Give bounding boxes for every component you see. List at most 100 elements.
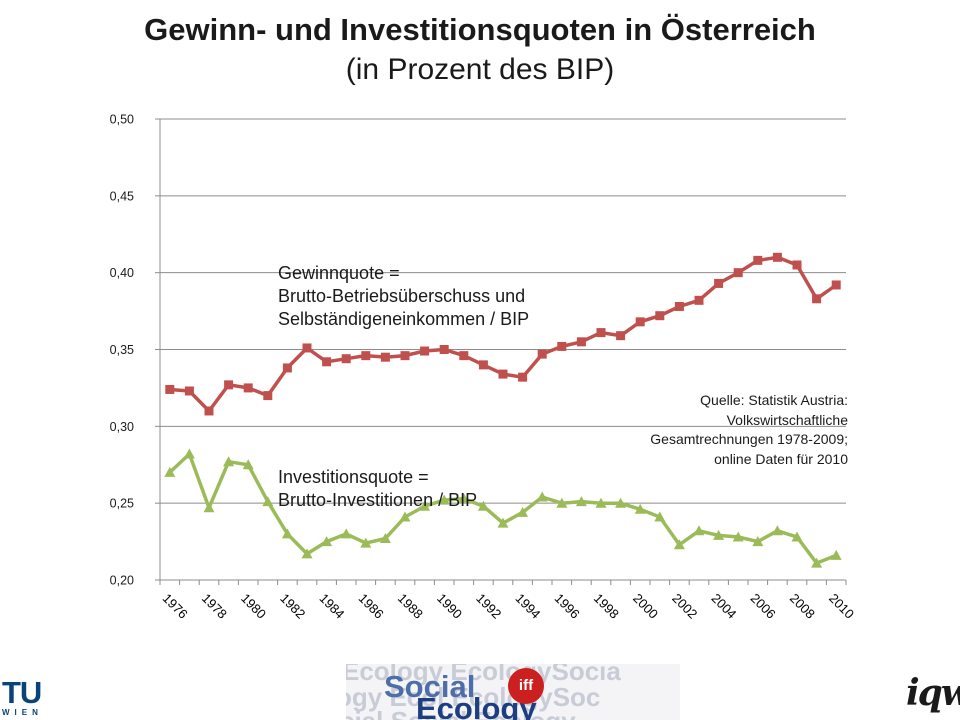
data-point <box>478 360 488 370</box>
y-tick-label: 0,35 <box>110 343 134 357</box>
gewinnquote-annotation: Gewinnquote = Brutto-Betriebsüberschuss … <box>278 262 529 331</box>
x-tick-label: 2008 <box>787 591 818 622</box>
series-layer <box>164 252 842 568</box>
data-point <box>379 533 391 543</box>
data-point <box>242 459 254 470</box>
data-point <box>616 331 626 341</box>
x-tick-label: 1992 <box>473 591 504 622</box>
data-point <box>733 268 743 278</box>
x-tick-label: 2010 <box>826 591 857 622</box>
tu-logo-text: TU <box>2 675 42 710</box>
data-point <box>811 557 823 568</box>
data-point <box>243 383 253 393</box>
data-point <box>536 491 548 502</box>
data-point <box>262 496 274 507</box>
data-point <box>693 525 705 536</box>
data-point <box>596 328 606 338</box>
y-tick-label: 0,40 <box>110 266 134 280</box>
data-point <box>420 346 430 356</box>
data-point <box>674 301 684 311</box>
chart-title: Gewinn- und Investitionsquoten in Österr… <box>144 12 816 47</box>
data-point <box>399 511 411 522</box>
x-tick-label: 1982 <box>277 591 308 622</box>
data-point <box>732 531 744 542</box>
data-point <box>438 494 450 505</box>
data-point <box>165 384 175 394</box>
data-point <box>791 531 803 542</box>
data-point <box>458 493 470 504</box>
data-point <box>537 349 547 359</box>
data-point <box>477 500 489 511</box>
data-point <box>184 386 194 396</box>
data-point <box>673 539 685 550</box>
data-point <box>439 345 449 354</box>
data-point <box>694 295 704 305</box>
x-tick-label: 1990 <box>434 591 465 622</box>
data-point <box>831 280 841 290</box>
data-point <box>771 525 783 536</box>
x-tick-label: 1994 <box>512 591 543 622</box>
social-word: Social <box>384 669 476 704</box>
data-point <box>634 503 646 514</box>
x-tick-label: 2006 <box>748 591 779 622</box>
data-point <box>556 497 568 508</box>
data-point <box>753 255 763 265</box>
data-point <box>812 294 822 304</box>
data-point <box>498 369 508 379</box>
data-point <box>518 372 528 382</box>
social-ecology-logo: Ecology EcologySocia ogy Ecol EcologySoc… <box>346 664 680 720</box>
series-line <box>168 452 837 565</box>
series-gewinnquote <box>165 252 841 416</box>
y-tick-label: 0,50 <box>110 113 134 127</box>
invest-line-2: Brutto-Investitionen / BIP <box>278 490 478 510</box>
data-point <box>203 502 215 513</box>
gewinn-line-1: Gewinnquote = <box>278 263 400 283</box>
y-tick-label: 0,20 <box>110 574 134 588</box>
data-point <box>575 496 587 507</box>
tu-wien-logo: TU WIEN <box>2 677 48 717</box>
data-point <box>713 529 725 540</box>
source-line-4: online Daten für 2010 <box>714 450 848 467</box>
line-chart: 0,20 0,25 0,30 0,35 0,40 0,45 0,50 1976 1978 198… <box>110 113 857 622</box>
data-point <box>615 497 627 508</box>
data-point <box>340 528 352 539</box>
data-point <box>164 466 176 477</box>
gewinn-line-2: Brutto-Betriebsüberschuss und <box>278 286 526 306</box>
data-point <box>263 391 273 401</box>
data-point <box>654 511 666 522</box>
x-tick-label: 2004 <box>708 591 739 622</box>
data-point <box>341 354 351 364</box>
data-point <box>419 500 431 511</box>
data-point <box>557 341 567 351</box>
x-tick-label: 1984 <box>316 591 347 622</box>
data-point <box>321 536 333 547</box>
iff-badge: iff <box>508 668 544 704</box>
source-line-3: Gesamtrechnungen 1978-2009; <box>650 431 848 447</box>
data-point <box>459 351 469 361</box>
source-line-2: Volkswirtschaftliche <box>726 411 848 428</box>
data-point <box>224 380 234 390</box>
data-point <box>223 456 235 467</box>
x-tick-label: 2000 <box>630 591 661 622</box>
data-point <box>752 536 764 547</box>
x-axis-ticks: 1976 1978 1980 1982 1984 1986 1988 1990 1992 1994… <box>159 580 857 622</box>
x-tick-label: 1988 <box>395 591 426 622</box>
x-tick-label: 1986 <box>356 591 387 622</box>
data-point <box>595 497 607 508</box>
chart-subtitle: (in Prozent des BIP) <box>345 53 615 86</box>
data-point <box>517 506 529 517</box>
data-point <box>204 406 214 416</box>
data-point <box>282 363 292 373</box>
data-point <box>830 549 842 560</box>
data-point <box>714 278 724 288</box>
gridlines <box>160 118 846 581</box>
tu-logo-subtext: WIEN <box>2 708 43 717</box>
x-tick-label: 1980 <box>238 591 269 622</box>
y-tick-label: 0,25 <box>110 497 134 511</box>
data-point <box>361 351 371 361</box>
x-tick-label: 1996 <box>552 591 583 622</box>
data-point <box>301 548 313 559</box>
series-investitionsquote <box>164 448 842 568</box>
investitionsquote-annotation: Investitionsquote = Brutto-Investitionen… <box>278 466 477 512</box>
data-point <box>400 351 410 361</box>
